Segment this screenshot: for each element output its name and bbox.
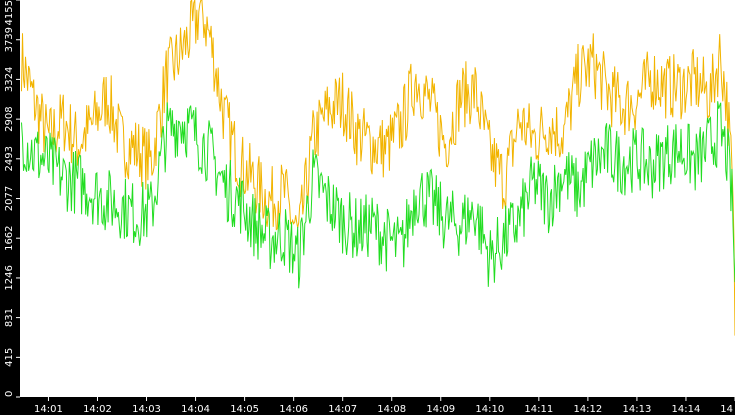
x-tick-label: 14:08 <box>377 404 406 415</box>
series-line-1 <box>21 101 735 289</box>
x-tick-label: 14:02 <box>83 404 112 415</box>
series-layer <box>21 0 735 336</box>
x-tick-label: 14:03 <box>132 404 161 415</box>
y-tick-label: 2493 <box>4 146 15 171</box>
x-tick-label: 14:09 <box>426 404 455 415</box>
x-tick-label: 14:07 <box>328 404 357 415</box>
y-tick-label: 4155 <box>4 0 15 25</box>
y-axis: 0 415 831 1246 1662 2077 2493 2908 3324 3739 4155 <box>4 0 20 398</box>
y-tick-label: 2908 <box>4 106 15 131</box>
y-tick-label: 1662 <box>4 225 15 250</box>
x-tick-label: 14:14 <box>672 404 701 415</box>
x-tick-label: 14:11 <box>524 404 553 415</box>
x-tick-label: 14:13 <box>623 404 652 415</box>
x-axis: 14:01 14:02 14:03 14:04 14:05 14:06 14:07 14:08… <box>34 397 735 415</box>
x-tick-label: 14:04 <box>181 404 210 415</box>
x-tick-label: 14 <box>720 404 733 415</box>
x-tick-label: 14:12 <box>573 404 602 415</box>
y-tick-label: 1246 <box>4 265 15 290</box>
x-tick-label: 14:01 <box>34 404 63 415</box>
y-tick-label: 3739 <box>4 27 15 52</box>
y-tick-label: 0 <box>4 391 15 397</box>
y-tick-label: 415 <box>4 348 15 367</box>
x-tick-label: 14:10 <box>475 404 504 415</box>
series-line-0 <box>21 0 735 336</box>
y-tick-label: 3324 <box>4 67 15 92</box>
x-tick-label: 14:06 <box>279 404 308 415</box>
y-tick-label: 2077 <box>4 186 15 211</box>
plot-area <box>20 0 735 397</box>
y-tick-label: 831 <box>4 308 15 327</box>
x-tick-label: 14:05 <box>230 404 259 415</box>
